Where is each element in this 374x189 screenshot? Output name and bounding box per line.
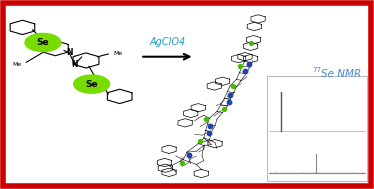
Text: Se: Se xyxy=(37,38,49,47)
Text: AgClO4: AgClO4 xyxy=(149,37,186,47)
Text: 77: 77 xyxy=(312,67,321,73)
Bar xyxy=(267,76,367,181)
Text: N: N xyxy=(66,48,73,57)
Text: N: N xyxy=(71,60,78,69)
Circle shape xyxy=(74,75,110,93)
Circle shape xyxy=(25,33,61,52)
Text: Me: Me xyxy=(12,62,22,67)
Text: Me: Me xyxy=(113,51,122,56)
Text: Se: Se xyxy=(85,80,98,89)
Text: Se NMR: Se NMR xyxy=(321,69,361,79)
